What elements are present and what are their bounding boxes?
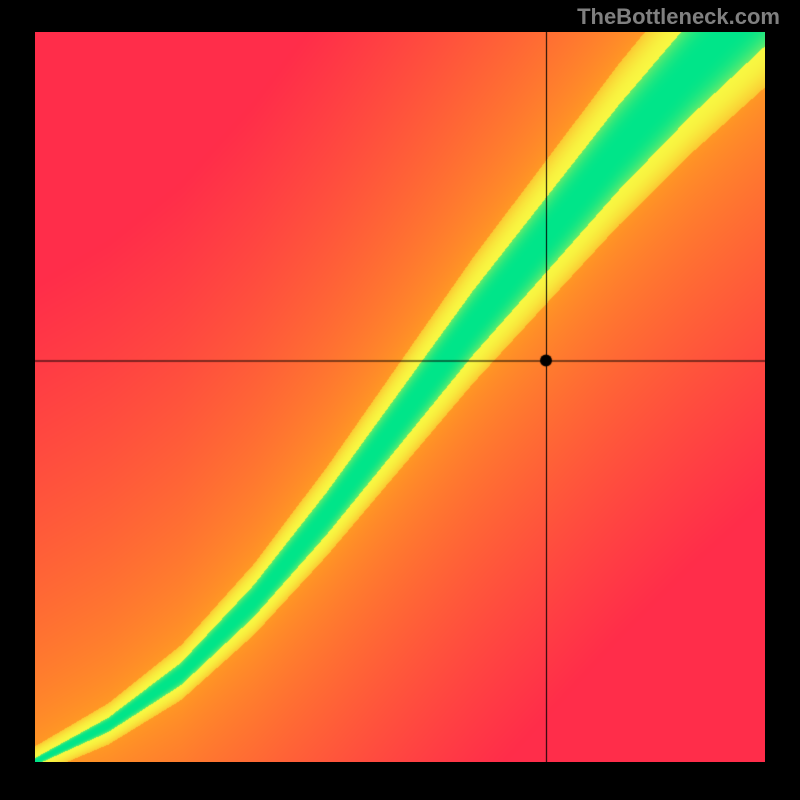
bottleneck-heatmap-container: TheBottleneck.com [0, 0, 800, 800]
bottleneck-heatmap [35, 32, 765, 762]
watermark-text: TheBottleneck.com [577, 4, 780, 30]
